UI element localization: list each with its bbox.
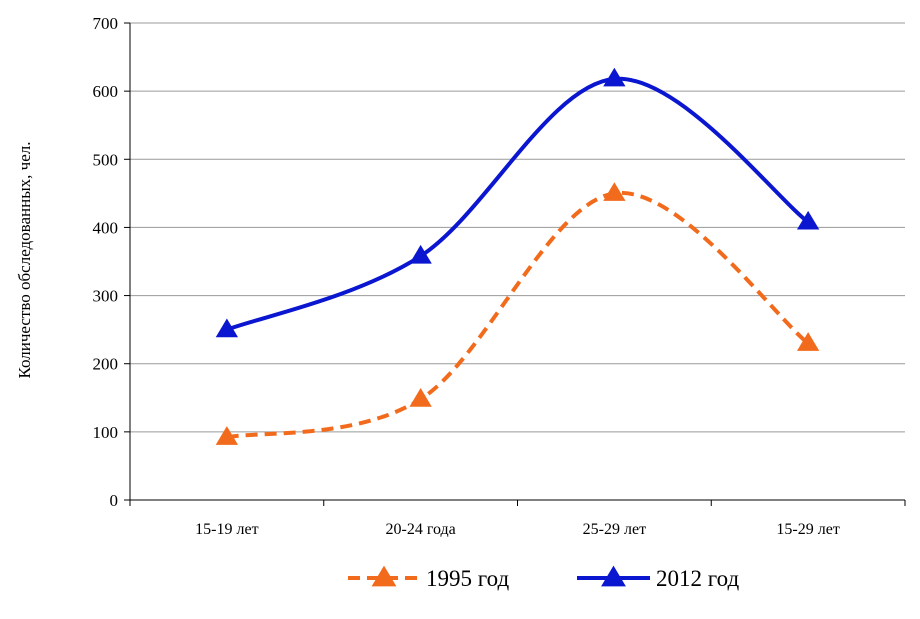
legend-label: 1995 год (426, 566, 509, 591)
legend-label: 2012 год (656, 566, 739, 591)
series-2 (215, 67, 820, 338)
x-tick-label: 20-24 года (385, 521, 455, 538)
y-tick-label: 200 (93, 355, 119, 374)
y-axis-title: Количество обследованных, чел. (15, 142, 34, 379)
y-tick-label: 0 (110, 491, 119, 510)
series-1 (215, 182, 820, 445)
legend-item: 2012 год (577, 565, 739, 591)
y-tick-label: 700 (93, 14, 119, 33)
y-tick-label: 500 (93, 150, 119, 169)
series (215, 67, 820, 445)
data-point-marker (603, 182, 626, 201)
series-line (226, 76, 810, 332)
legend-item: 1995 год (348, 565, 509, 591)
data-point-marker (409, 387, 432, 407)
x-tick-label: 25-29 лет (583, 521, 646, 538)
data-point-marker (409, 244, 432, 264)
series-line (226, 191, 810, 440)
legend-marker (601, 565, 626, 587)
y-tick-label: 600 (93, 82, 119, 101)
legend-marker (371, 565, 397, 587)
y-tick-label: 400 (93, 218, 119, 237)
y-tick-label: 100 (93, 423, 119, 442)
data-point-marker (215, 426, 239, 445)
legend: 1995 год 2012 год (348, 565, 739, 591)
data-point-marker (215, 318, 239, 338)
x-tick-label: 15-29 лет (776, 521, 839, 538)
y-tick-label: 300 (93, 287, 119, 306)
data-point-marker (796, 332, 820, 351)
x-tick-label: 15-19 лет (195, 521, 258, 538)
gridlines (130, 22, 905, 433)
data-point-marker (796, 210, 820, 230)
data-point-marker (603, 67, 626, 87)
axes: Количество обследованных, чел. 0 100 200 30… (15, 14, 906, 538)
